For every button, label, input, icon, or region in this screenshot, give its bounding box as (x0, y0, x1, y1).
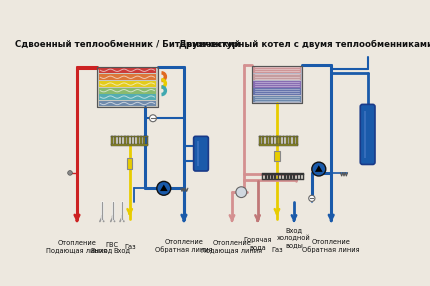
Bar (111, 136, 148, 137)
Text: Сдвоенный теплообменник / Битермический: Сдвоенный теплообменник / Битермический (15, 40, 240, 49)
Bar (283, 136, 284, 145)
Bar (286, 136, 288, 145)
Bar (253, 81, 301, 88)
Bar (287, 174, 289, 180)
Bar (259, 136, 298, 137)
Bar (290, 174, 292, 180)
FancyBboxPatch shape (360, 104, 375, 164)
Text: Отопление
Обратная линия: Отопление Обратная линия (302, 239, 360, 253)
Bar (124, 136, 126, 145)
Bar (293, 174, 295, 180)
Polygon shape (315, 165, 322, 172)
Bar (99, 74, 156, 80)
Bar (280, 136, 281, 145)
Bar (262, 174, 264, 180)
Bar (97, 67, 158, 107)
Bar (265, 174, 267, 180)
Bar (253, 74, 301, 80)
Bar (99, 88, 156, 94)
Bar (253, 66, 301, 73)
FancyBboxPatch shape (194, 136, 209, 171)
Bar (296, 136, 298, 145)
Bar (99, 81, 156, 87)
Bar (252, 66, 302, 103)
Bar (297, 174, 298, 180)
Polygon shape (160, 184, 168, 191)
Bar (262, 179, 304, 180)
Circle shape (150, 115, 157, 122)
Bar (259, 136, 261, 145)
Bar (278, 174, 279, 180)
Bar (303, 174, 304, 180)
Text: Выход: Выход (91, 247, 113, 253)
Bar (262, 136, 264, 145)
Circle shape (157, 181, 171, 195)
Bar (131, 136, 132, 145)
Bar (271, 174, 273, 180)
Bar (99, 94, 156, 100)
Bar (197, 141, 200, 166)
Bar (273, 136, 274, 145)
Bar (144, 136, 145, 145)
Circle shape (68, 171, 72, 175)
Text: Вход
холодной
воды: Вход холодной воды (277, 227, 311, 248)
Text: ГВС: ГВС (105, 242, 118, 248)
Bar (121, 136, 123, 145)
Text: Отопление
Подающая линия: Отопление Подающая линия (201, 240, 263, 253)
Bar (284, 174, 286, 180)
Bar (111, 136, 113, 145)
Bar (97, 67, 158, 107)
Bar (253, 96, 301, 102)
Bar (259, 144, 298, 146)
Bar (269, 136, 271, 145)
Text: Газ: Газ (124, 244, 135, 250)
Bar (137, 136, 138, 145)
Bar (147, 136, 148, 145)
Bar (134, 136, 135, 145)
Text: Отопление
Подающая линия: Отопление Подающая линия (46, 240, 108, 253)
Bar (99, 67, 156, 74)
Text: Горячая
вода: Горячая вода (243, 237, 272, 250)
Bar (127, 158, 132, 169)
Text: Отопление
Обратная линия: Отопление Обратная линия (155, 239, 213, 253)
Bar (140, 136, 142, 145)
Bar (99, 101, 156, 106)
Bar (111, 144, 148, 146)
Bar (300, 174, 301, 180)
Circle shape (309, 195, 315, 201)
Bar (117, 136, 119, 145)
Bar (293, 136, 295, 145)
Bar (289, 136, 291, 145)
Text: Двухконтурный котел с двумя теплообменниками: Двухконтурный котел с двумя теплообменни… (178, 40, 430, 49)
Bar (127, 136, 129, 145)
Text: Вход: Вход (114, 247, 130, 253)
Bar (266, 136, 267, 145)
Bar (268, 174, 270, 180)
Circle shape (236, 187, 247, 198)
Bar (276, 136, 278, 145)
Bar (364, 111, 366, 158)
Bar (274, 174, 276, 180)
Bar (262, 173, 304, 175)
Circle shape (312, 162, 326, 176)
Text: Газ: Газ (271, 247, 283, 253)
Bar (252, 66, 302, 103)
Bar (274, 151, 280, 161)
Bar (281, 174, 283, 180)
Bar (114, 136, 116, 145)
Bar (253, 88, 301, 95)
